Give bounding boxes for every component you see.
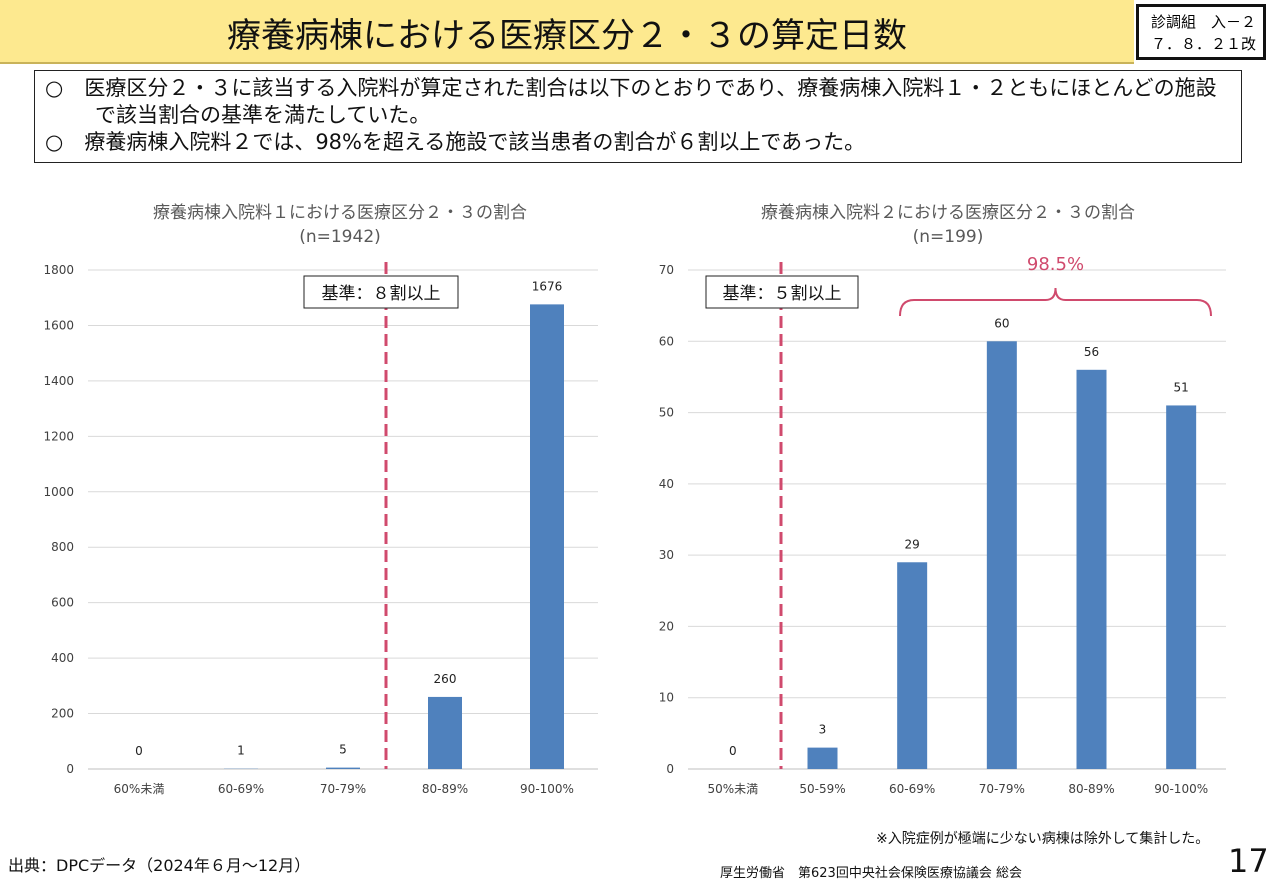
y-tick-label: 1200 — [43, 429, 74, 443]
data-label: 51 — [1174, 380, 1189, 394]
chart-title: 療養病棟入院料２における医療区分２・３の割合 — [761, 203, 1135, 223]
x-tick-label: 90-100% — [520, 782, 574, 796]
bar — [986, 341, 1017, 769]
chart-subtitle: (n=1942) — [299, 227, 381, 247]
x-tick-label: 70-79% — [979, 782, 1025, 796]
data-label: 1 — [237, 744, 245, 758]
chart-title: 療養病棟入院料１における医療区分２・３の割合 — [153, 203, 527, 223]
badge-line: ７．８．２１改 — [1151, 35, 1257, 53]
source-note: 出典：DPCデータ（2024年６月～12月） — [8, 856, 311, 875]
summary-point: ○ 療養病棟入院料２では、98%を超える施設で該当患者の割合が６割以上であった。 — [45, 130, 866, 154]
x-tick-label: 80-89% — [422, 782, 468, 796]
bar — [807, 747, 838, 769]
y-tick-label: 40 — [659, 477, 674, 491]
organization-note: 厚生労働省 第623回中央社会保険医療協議会 総会 — [720, 866, 1022, 881]
y-tick-label: 1000 — [43, 485, 74, 499]
summary-point: ○ 医療区分２・３に該当する入院料が算定された割合は以下のとおりであり、療養病棟… — [45, 76, 1217, 127]
badge-line: 診調組 入－２ — [1151, 13, 1257, 31]
data-label: 56 — [1084, 345, 1099, 359]
bar — [428, 696, 462, 769]
y-tick-label: 200 — [51, 707, 74, 721]
x-tick-label: 80-89% — [1068, 782, 1114, 796]
data-label: 0 — [729, 744, 737, 758]
x-tick-label: 90-100% — [1154, 782, 1208, 796]
x-tick-label: 50-59% — [799, 782, 845, 796]
data-label: 1676 — [532, 279, 563, 293]
y-tick-label: 400 — [51, 651, 74, 665]
y-tick-label: 30 — [659, 548, 674, 562]
y-tick-label: 50 — [659, 406, 674, 420]
threshold-box — [303, 275, 459, 309]
x-tick-label: 60%未満 — [114, 782, 165, 796]
page-number: 17 — [1228, 842, 1269, 880]
threshold-box — [705, 275, 859, 309]
document-badge: 診調組 入－２ ７．８．２１改 — [1136, 4, 1266, 60]
y-tick-label: 0 — [66, 762, 74, 776]
bracket — [899, 287, 1212, 317]
bracket-label: 98.5% — [1027, 254, 1084, 275]
y-tick-label: 1800 — [43, 263, 74, 277]
summary-box: ○ 医療区分２・３に該当する入院料が算定された割合は以下のとおりであり、療養病棟… — [34, 70, 1242, 163]
y-tick-label: 60 — [659, 334, 674, 348]
y-tick-label: 10 — [659, 691, 674, 705]
bar — [897, 562, 928, 769]
threshold-label: 基準：５割以上 — [723, 284, 842, 304]
bar — [1166, 405, 1197, 769]
title-bar: 療養病棟における医療区分２・３の算定日数 — [0, 0, 1134, 64]
data-label: 260 — [434, 672, 457, 686]
page-title: 療養病棟における医療区分２・３の算定日数 — [227, 16, 907, 56]
x-tick-label: 50%未満 — [707, 782, 758, 796]
y-tick-label: 1400 — [43, 374, 74, 388]
bar — [326, 767, 360, 769]
data-label: 3 — [819, 723, 827, 737]
y-tick-label: 600 — [51, 596, 74, 610]
x-tick-label: 70-79% — [320, 782, 366, 796]
y-tick-label: 70 — [659, 263, 674, 277]
x-tick-label: 60-69% — [218, 782, 264, 796]
data-label: 29 — [905, 537, 920, 551]
x-tick-label: 60-69% — [889, 782, 935, 796]
data-label: 60 — [994, 316, 1009, 330]
threshold-label: 基準：８割以上 — [322, 284, 441, 304]
bar — [530, 304, 564, 769]
bar — [1076, 369, 1107, 769]
exclusion-note: ※入院症例が極端に少ない病棟は除外して集計した。 — [876, 831, 1210, 847]
chart-subtitle: (n=199) — [913, 227, 984, 247]
y-tick-label: 0 — [666, 762, 674, 776]
data-label: 0 — [135, 744, 143, 758]
data-label: 5 — [339, 743, 347, 757]
y-tick-label: 800 — [51, 540, 74, 554]
y-tick-label: 1600 — [43, 318, 74, 332]
y-tick-label: 20 — [659, 619, 674, 633]
